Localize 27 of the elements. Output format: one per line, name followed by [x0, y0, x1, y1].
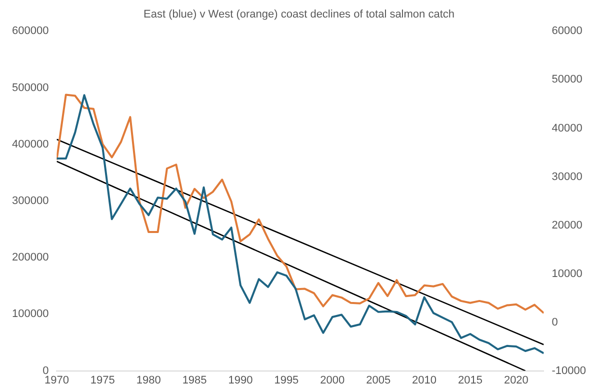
y2-tick-label: 30000	[552, 170, 582, 183]
y-tick-label: 0	[42, 364, 49, 377]
x-tick-label: 2010	[412, 374, 437, 386]
y2-tick-label: 40000	[552, 122, 582, 134]
y2-tick-label: 60000	[552, 25, 582, 38]
y-tick-label: 200000	[12, 252, 49, 264]
y-tick-label: 100000	[12, 308, 49, 320]
x-tick-label: 1980	[136, 374, 161, 386]
chart-title: East (blue) v West (orange) coast declines of total salmon catch	[144, 8, 454, 21]
x-tick-label: 1975	[90, 374, 115, 386]
y-tick-label: 300000	[12, 195, 49, 208]
x-tick-label: 1985	[182, 374, 207, 386]
y2-tick-label: 50000	[552, 74, 582, 86]
y2-tick-label: 20000	[552, 219, 582, 232]
x-tick-label: 2015	[458, 374, 482, 386]
y-tick-label: 500000	[12, 82, 49, 94]
y-tick-label: 400000	[12, 138, 49, 150]
x-tick-label: 2005	[366, 374, 391, 386]
x-tick-label: 1995	[274, 374, 299, 386]
y2-tick-label: -10000	[552, 364, 586, 377]
y2-tick-label: 0	[552, 316, 558, 328]
x-tick-label: 1990	[228, 374, 253, 386]
x-tick-label: 1970	[44, 374, 69, 386]
y2-tick-label: 10000	[552, 268, 582, 280]
x-tick-label: 2020	[504, 374, 528, 386]
x-tick-label: 2000	[320, 374, 345, 386]
y-tick-label: 600000	[12, 25, 49, 38]
